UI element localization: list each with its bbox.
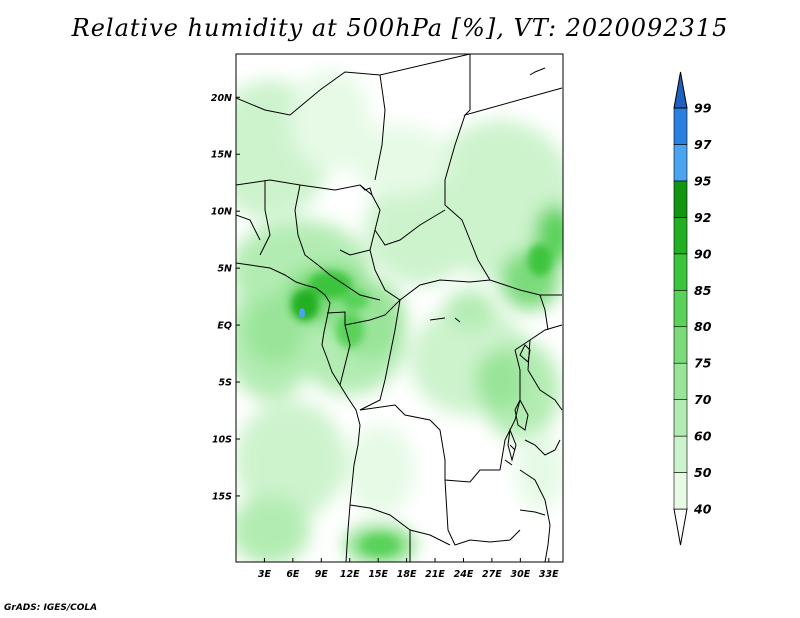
x-axis-ticks: 3E 6E 9E 12E 15E 18E 21E 24E 27E 30E 33E — [258, 558, 559, 580]
colorbar-label: 75 — [694, 356, 712, 371]
colorbar-label: 85 — [694, 283, 712, 298]
colorbar-label: 60 — [694, 429, 712, 444]
colorbar-swatch — [673, 362, 688, 400]
x-tick-label: 12E — [340, 569, 360, 580]
map-frame — [235, 53, 564, 563]
x-tick-label: 33E — [539, 569, 559, 580]
colorbar-label: 50 — [694, 465, 712, 480]
colorbar-swatch — [673, 326, 688, 364]
colorbar-lower-extension — [673, 508, 688, 546]
colorbar-label: 99 — [694, 101, 712, 116]
colorbar-label: 40 — [693, 502, 712, 517]
y-tick-label: EQ — [217, 321, 232, 332]
colorbar-swatch — [673, 107, 688, 145]
colorbar-swatch — [673, 472, 688, 510]
colorbar-label: 80 — [694, 319, 712, 334]
x-tick-label: 3E — [258, 569, 272, 580]
x-tick-label: 9E — [315, 569, 329, 580]
y-tick-label: 5N — [217, 264, 232, 275]
y-tick-label: 5S — [219, 378, 233, 389]
y-tick-label: 20N — [211, 93, 232, 104]
colorbar-label: 92 — [694, 210, 711, 225]
y-tick-label: 15N — [211, 150, 232, 161]
colorbar-label: 90 — [694, 246, 712, 261]
colorbar-label: 95 — [694, 173, 712, 188]
colorbar-swatch — [673, 144, 688, 182]
x-tick-label: 27E — [482, 569, 502, 580]
colorbar-swatch — [673, 253, 688, 291]
colorbar-swatch — [673, 217, 688, 255]
x-tick-label: 18E — [397, 569, 417, 580]
x-tick-label: 21E — [425, 569, 445, 580]
y-tick-label: 10N — [211, 207, 232, 218]
colorbar-label: 70 — [694, 392, 712, 407]
colorbar-swatch — [673, 289, 688, 328]
x-tick-label: 6E — [286, 569, 300, 580]
y-axis-ticks: 20N 15N 10N 5N EQ 5S 10S 15S — [211, 93, 240, 502]
country-borders — [236, 54, 563, 562]
y-tick-label: 15S — [212, 491, 232, 502]
x-tick-label: 24E — [454, 569, 474, 580]
colorbar: 40 50 60 70 75 80 85 90 92 95 97 99 — [673, 71, 712, 546]
colorbar-swatch — [673, 180, 688, 218]
y-tick-label: 10S — [212, 434, 232, 445]
colorbar-swatch — [673, 435, 688, 473]
humidity-field — [236, 54, 563, 562]
map-title: Relative humidity at 500hPa [%], VT: 202… — [71, 14, 729, 42]
colorbar-upper-extension — [673, 71, 688, 109]
x-tick-label: 30E — [510, 569, 530, 580]
x-tick-label: 15E — [368, 569, 388, 580]
colorbar-label: 97 — [694, 137, 712, 152]
credit-text: GrADS: IGES/COLA — [4, 603, 98, 613]
colorbar-swatch — [673, 399, 688, 437]
